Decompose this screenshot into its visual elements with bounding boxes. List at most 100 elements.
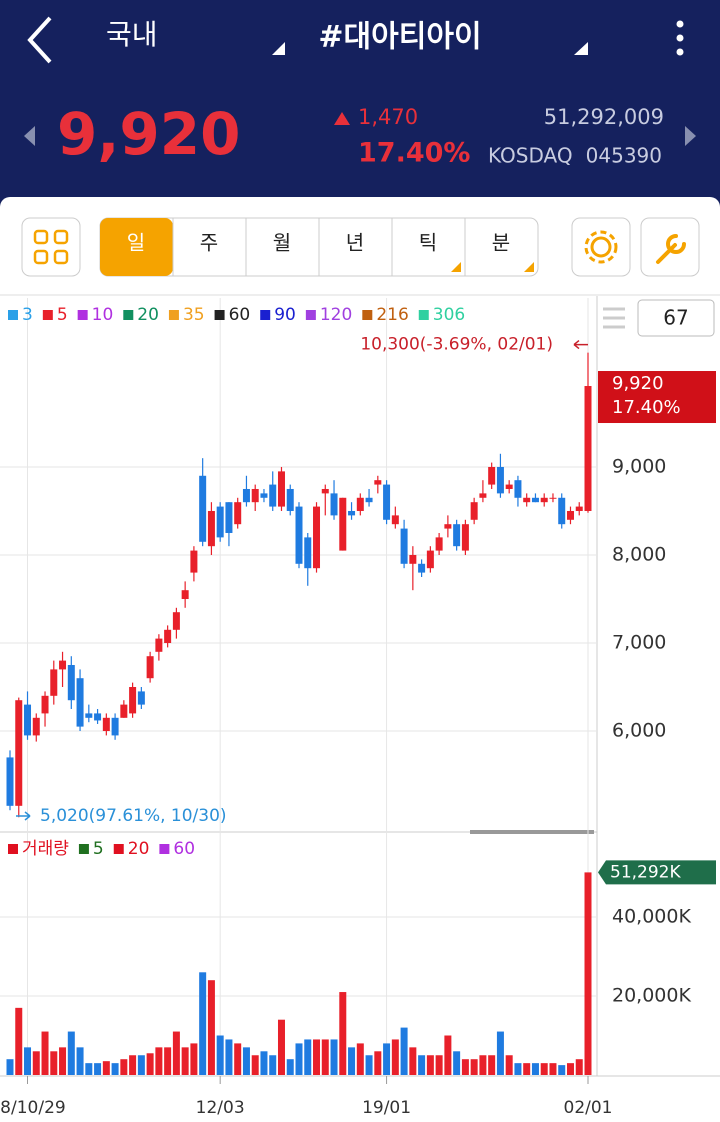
candle-body xyxy=(190,550,198,573)
volume-bar xyxy=(6,1059,14,1075)
volume-bar xyxy=(155,1047,163,1075)
legend-swatch xyxy=(362,310,373,320)
volume-bar xyxy=(330,1039,338,1075)
market[interactable]: 국내 xyxy=(106,18,158,51)
legend-label: 90 xyxy=(274,305,296,325)
dropdown-icon[interactable] xyxy=(272,42,285,55)
legend-label: 5 xyxy=(93,839,104,859)
menu-button[interactable] xyxy=(676,20,684,56)
x-tick-label: 12/03 xyxy=(196,1098,245,1118)
dropdown-icon[interactable] xyxy=(574,42,588,55)
volume-bar xyxy=(269,1055,277,1075)
volume-bar xyxy=(400,1027,408,1075)
candle-body xyxy=(418,563,426,573)
candle-body xyxy=(102,717,110,732)
volume-bar xyxy=(558,1065,566,1075)
candle-body xyxy=(461,524,469,551)
legend-swatch xyxy=(123,310,134,320)
volume-bar xyxy=(172,1031,180,1075)
volume-bar xyxy=(234,1043,242,1075)
candle-body xyxy=(304,537,312,569)
candle-body xyxy=(470,502,478,520)
candle-body xyxy=(6,757,14,806)
volume-bar xyxy=(102,1061,110,1075)
candle-body xyxy=(67,665,75,701)
x-tick-label: 02/01 xyxy=(564,1098,613,1118)
volume-bar xyxy=(566,1063,574,1075)
candle-body xyxy=(181,590,189,599)
candle-body xyxy=(540,497,548,503)
candle-body xyxy=(251,488,259,503)
volume-bar xyxy=(348,1047,356,1075)
candle-body xyxy=(488,466,496,485)
tab-label: 년 xyxy=(346,231,364,255)
tab-label: 틱 xyxy=(419,231,437,255)
tab[interactable] xyxy=(100,218,173,276)
layout-button[interactable] xyxy=(21,217,81,277)
legend-label: 120 xyxy=(320,305,352,325)
volume-bar xyxy=(207,980,215,1075)
hamburger-icon[interactable] xyxy=(603,307,625,329)
candle-body xyxy=(172,612,180,630)
candle-body xyxy=(365,497,373,503)
x-tick-label: 19/01 xyxy=(362,1098,411,1118)
candle-body xyxy=(321,488,329,494)
volume-bar xyxy=(426,1055,434,1075)
candle-body xyxy=(514,480,522,498)
volume-bar xyxy=(409,1047,417,1075)
candle-body xyxy=(584,386,592,511)
legend-swatch xyxy=(77,310,88,320)
y-tick-label: 20,000K xyxy=(612,985,691,1007)
candle-body xyxy=(234,502,242,525)
settings-button[interactable] xyxy=(571,217,631,277)
volume-bar xyxy=(488,1055,496,1075)
candle-body xyxy=(409,554,417,564)
price: 9,920 xyxy=(57,100,240,168)
exchange: KOSDAQ xyxy=(488,144,573,168)
y-tick-label: 6,000 xyxy=(612,720,666,742)
candle-body xyxy=(505,484,513,489)
volume-bar xyxy=(514,1063,522,1075)
volume-bar xyxy=(461,1059,469,1075)
candle-body xyxy=(531,497,539,503)
legend-label: 35 xyxy=(183,305,205,325)
volume-bar xyxy=(164,1047,172,1075)
candle-body xyxy=(348,510,356,516)
high-arrow xyxy=(573,339,588,350)
volume-bar xyxy=(199,972,207,1075)
volume-bar xyxy=(286,1059,294,1075)
candle-body xyxy=(216,506,224,538)
gear-icon xyxy=(584,230,618,264)
volume-bar xyxy=(479,1055,487,1075)
volume-bar xyxy=(120,1059,128,1075)
stock-name[interactable]: #대아티아이 xyxy=(318,20,481,55)
volume-bar xyxy=(505,1055,513,1075)
x-tick-label: 18/10/29 xyxy=(0,1098,66,1118)
volume-bar xyxy=(453,1051,461,1075)
legend-label: 5 xyxy=(57,305,68,325)
candle-body xyxy=(523,497,531,503)
volume-bar xyxy=(190,1043,198,1075)
candle-body xyxy=(120,704,128,718)
candle-body xyxy=(137,691,145,705)
candle-body xyxy=(330,493,338,516)
next-arrow[interactable] xyxy=(685,126,696,146)
volume-bar xyxy=(85,1063,93,1075)
volume-bar xyxy=(391,1039,399,1075)
legend-swatch xyxy=(418,310,429,320)
candle-body xyxy=(444,524,452,529)
change-pct: 17.40% xyxy=(358,138,470,169)
count-box[interactable] xyxy=(637,299,715,337)
legend-label: 60 xyxy=(173,839,195,859)
volume-bar xyxy=(50,1051,58,1075)
candle-body xyxy=(155,638,163,652)
back-button[interactable] xyxy=(27,16,52,64)
candle-body xyxy=(339,497,347,551)
candle-body xyxy=(286,488,294,511)
y-tick-label: 9,000 xyxy=(612,455,666,477)
tab-label: 분 xyxy=(492,231,510,255)
tab-corner xyxy=(524,262,534,272)
candle-body xyxy=(260,493,268,498)
prev-arrow[interactable] xyxy=(24,126,35,146)
candle-body xyxy=(496,466,504,494)
